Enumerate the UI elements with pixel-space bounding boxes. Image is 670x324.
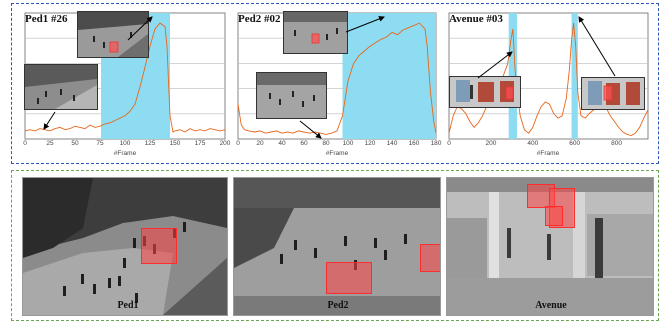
x-tick-label: 60	[300, 140, 308, 147]
annotation-arrows	[43, 16, 616, 139]
x-tick-label: 50	[71, 140, 79, 147]
detection-box	[141, 228, 177, 264]
x-tick-label: 600	[569, 140, 581, 147]
detection-box	[326, 262, 372, 294]
scene-ped2: Ped2	[233, 177, 441, 316]
anomaly-region	[571, 13, 578, 139]
charts-container	[11, 3, 659, 164]
frame-thumbnail-ped2-normal	[256, 72, 327, 119]
frame-thumbnail-avenue-left	[449, 76, 521, 108]
frame-thumbnail-ped1-normal	[24, 64, 98, 110]
x-tick-label: 0	[236, 140, 240, 147]
detection-box	[545, 206, 563, 226]
scene-label: Avenue	[535, 300, 567, 311]
x-tick-label: 160	[408, 140, 420, 147]
x-tick-label: 175	[194, 140, 206, 147]
x-tick-label: 100	[119, 140, 131, 147]
x-tick-label: 140	[386, 140, 398, 147]
x-tick-label: 125	[144, 140, 156, 147]
detection-box	[420, 244, 440, 272]
anomaly-score-line	[448, 23, 649, 136]
x-tick-label: 80	[322, 140, 330, 147]
frame-thumbnail-ped1-anomaly	[77, 11, 149, 58]
scene-avenue: Avenue	[446, 177, 654, 316]
chart-title: Avenue #03	[449, 13, 503, 25]
x-tick-label: 180	[430, 140, 442, 147]
x-tick-label: 40	[278, 140, 286, 147]
x-axis-label: #Frame	[325, 150, 349, 157]
scenes-container	[11, 170, 659, 321]
x-tick-label: 200	[219, 140, 231, 147]
x-tick-label: 120	[364, 140, 376, 147]
x-tick-label: 25	[46, 140, 54, 147]
scene-label: Ped1	[117, 300, 139, 311]
x-tick-label: 400	[527, 140, 539, 147]
x-axis-label: #Frame	[536, 150, 560, 157]
chart-title: Ped1 #26	[25, 13, 68, 25]
scene-label: Ped2	[327, 300, 349, 311]
anomaly-region	[342, 13, 436, 139]
x-axis-label: #Frame	[113, 150, 137, 157]
frame-thumbnail-ped2-anomaly	[283, 11, 348, 54]
x-tick-label: 800	[611, 140, 623, 147]
scene-ped1: Ped1	[22, 177, 228, 316]
x-tick-label: 150	[169, 140, 181, 147]
x-tick-label: 75	[96, 140, 104, 147]
frame-thumbnail-avenue-right	[581, 77, 645, 110]
x-tick-label: 20	[256, 140, 264, 147]
anomaly-score-line	[237, 22, 437, 135]
anomaly-score-line	[24, 22, 226, 133]
x-tick-label: 0	[23, 140, 27, 147]
x-tick-label: 100	[342, 140, 354, 147]
chart-title: Ped2 #02	[238, 13, 281, 25]
x-tick-label: 0	[447, 140, 451, 147]
x-tick-label: 200	[485, 140, 497, 147]
